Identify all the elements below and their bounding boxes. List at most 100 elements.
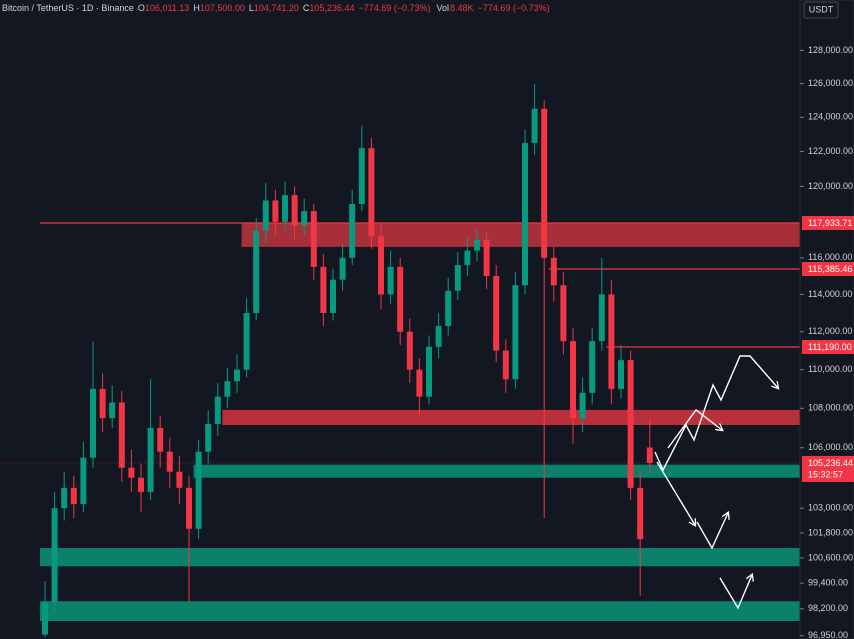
- candle-body: [291, 195, 298, 226]
- arrow: [667, 409, 722, 449]
- price-tag: [802, 340, 854, 355]
- candle-body: [282, 195, 288, 222]
- candle-body: [608, 294, 615, 389]
- zone: [193, 464, 801, 478]
- y-tick-label: 101,800.00: [808, 527, 853, 537]
- zone: [241, 223, 801, 247]
- price-tag: [802, 261, 854, 276]
- field-value: 106,011.13: [145, 3, 189, 13]
- candle-body: [474, 239, 480, 251]
- y-tick-label: 120,000.00: [808, 181, 853, 191]
- candle-body: [406, 331, 413, 370]
- candle-body: [426, 346, 432, 397]
- candle-body: [80, 457, 87, 505]
- last-price-label: 105,236.44: [808, 458, 853, 468]
- candle-body: [627, 360, 634, 488]
- header: Bitcoin / TetherUS · 1D · Binance O106,01…: [2, 3, 550, 13]
- candle-body: [253, 230, 260, 314]
- arrow: [654, 355, 778, 472]
- candle-body: [70, 487, 77, 505]
- countdown: 15:32:57: [808, 469, 843, 479]
- candle-body: [618, 360, 624, 389]
- price-tag: [802, 215, 854, 230]
- candle-body: [493, 276, 500, 351]
- candle-body: [118, 402, 125, 468]
- candle-body: [378, 236, 384, 295]
- candle-body: [502, 350, 509, 380]
- price-axis: [799, 0, 854, 639]
- candle-body: [205, 424, 212, 452]
- field-label: C: [303, 3, 310, 13]
- candle-body: [570, 341, 576, 419]
- currency-box[interactable]: [803, 1, 839, 19]
- candle-body: [445, 290, 452, 327]
- field-label: L: [249, 3, 254, 13]
- candle-body: [176, 471, 183, 488]
- candle-body: [61, 487, 68, 509]
- candle-body: [522, 142, 528, 286]
- candle-body: [339, 257, 346, 280]
- field-label: O: [138, 3, 145, 13]
- candle-body: [387, 266, 394, 295]
- candle-body: [358, 148, 365, 205]
- volume-change: −774.69 (−0.73%): [478, 3, 550, 13]
- field-value: 104,741.20: [254, 3, 299, 13]
- candle-body: [147, 427, 154, 492]
- candle-body: [349, 204, 356, 258]
- price-tag-label: 115,385.46: [808, 264, 852, 274]
- candle-body: [397, 266, 404, 332]
- candle-body: [550, 257, 557, 286]
- y-tick-label: 108,000.00: [808, 403, 853, 413]
- y-tick-label: 124,000.00: [808, 112, 853, 122]
- zone: [40, 548, 800, 567]
- symbol: Bitcoin / TetherUS · 1D · Binance: [2, 3, 134, 13]
- candle-body: [138, 477, 144, 492]
- y-tick-label: 128,000.00: [808, 45, 853, 55]
- y-tick-label: 98,200.00: [808, 603, 848, 613]
- candle-body: [637, 487, 644, 540]
- candle-body: [166, 451, 173, 472]
- candle-body: [195, 451, 202, 529]
- y-tick-label: 100,600.00: [808, 552, 853, 562]
- y-tick-label: 106,000.00: [808, 442, 853, 452]
- candle-body: [224, 381, 231, 397]
- currency: USDT: [809, 4, 834, 14]
- candle-body: [320, 266, 327, 314]
- y-tick-label: 96,950.00: [808, 630, 848, 639]
- y-tick-label: 116,000.00: [808, 252, 852, 262]
- candle-body: [598, 294, 605, 342]
- candle-body: [262, 200, 269, 231]
- price-tags: 117,933.71 115,385.46 111,190.00 105,236.44…: [802, 215, 854, 482]
- projection-arrows: [654, 355, 778, 610]
- candle-body: [272, 200, 279, 222]
- candle-body: [157, 427, 164, 452]
- zone: [40, 601, 800, 622]
- last-price-tag: [802, 455, 854, 482]
- candle-body: [301, 211, 308, 226]
- field-value: 107,500.00: [200, 3, 245, 13]
- candle-body: [99, 388, 106, 419]
- volume: 8.48K: [450, 3, 474, 13]
- candle-body: [435, 326, 442, 347]
- y-tick-label: 99,400.00: [808, 578, 848, 588]
- candle-body: [541, 108, 548, 258]
- candle-body: [531, 108, 538, 143]
- arrow: [656, 461, 695, 525]
- candle-body: [243, 313, 250, 370]
- candle-body: [368, 148, 375, 237]
- arrow: [696, 513, 728, 550]
- arrow: [719, 575, 752, 610]
- price-axis-labels: 128,000.00 126,000.00 124,000.00 122,000.00…: [800, 45, 853, 639]
- field-value: 105,236.44: [309, 3, 354, 13]
- plot-area: [0, 83, 801, 637]
- candle-body: [416, 369, 423, 397]
- y-tick-label: 126,000.00: [808, 78, 853, 88]
- price-tag-label: 117,933.71: [808, 218, 852, 228]
- candle-body: [464, 250, 471, 266]
- y-tick-label: 103,000.00: [808, 503, 853, 513]
- y-tick-label: 110,000.00: [808, 364, 852, 374]
- candle-body: [214, 396, 221, 425]
- candle-body: [483, 239, 490, 277]
